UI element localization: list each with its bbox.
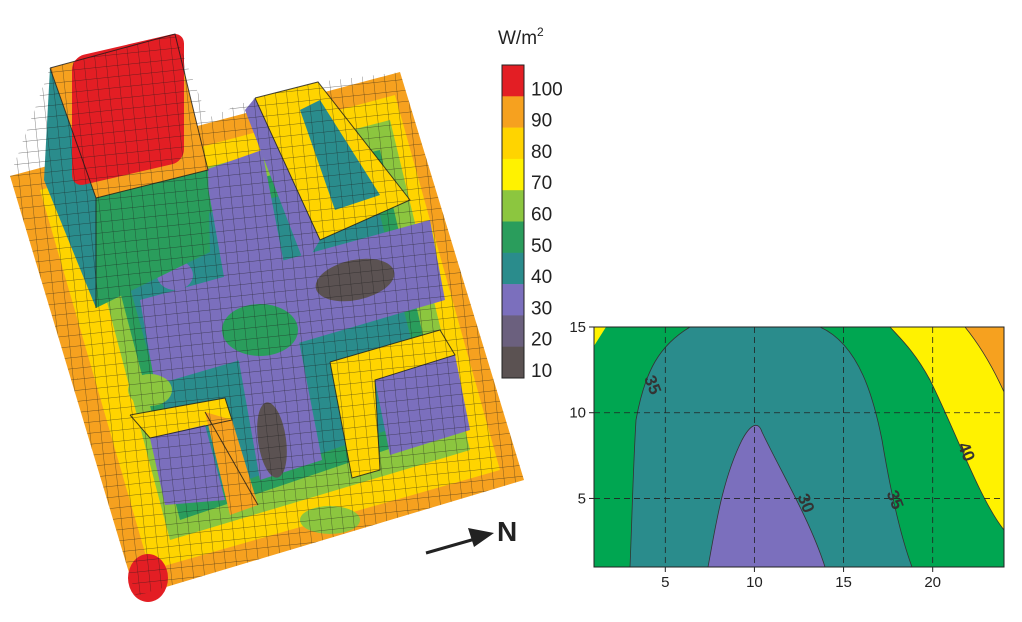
colorbar-swatch: [502, 190, 524, 222]
x-tick-label: 20: [924, 574, 941, 591]
colorbar-swatch: [502, 346, 524, 379]
colorbar-tick-label: 90: [531, 111, 552, 132]
colorbar-unit: W/m2: [498, 25, 544, 49]
north-arrow: N: [425, 516, 517, 555]
plot-gridlines: [594, 327, 1004, 567]
colorbar-tick-label: 40: [531, 267, 552, 288]
x-axis-ticks: 5 10 15 20: [661, 567, 941, 591]
colorbar: W/m2 100 90 80 70 60 50 40 30 20 10: [498, 25, 563, 382]
x-tick-label: 15: [835, 574, 852, 591]
north-arrow-head: [468, 528, 494, 547]
region-30-35: [630, 327, 912, 567]
x-tick-label: 5: [661, 574, 669, 591]
colorbar-swatch: [502, 96, 524, 128]
colorbar-swatch: [502, 127, 524, 160]
north-label: N: [497, 516, 517, 547]
y-tick-label: 5: [578, 490, 586, 507]
colorbar-swatch: [502, 315, 524, 347]
surface-mesh: [10, 34, 524, 596]
colorbar-swatches: [501, 64, 525, 379]
corner-yellow: [594, 327, 606, 346]
colorbar-frame: [501, 64, 525, 379]
colorbar-tick-label: 100: [531, 79, 563, 100]
colorbar-tick-label: 20: [531, 330, 552, 351]
colorbar-tick-label: 30: [531, 298, 552, 319]
colorbar-tick-label: 10: [531, 361, 552, 382]
y-tick-label: 10: [569, 405, 586, 422]
colorbar-tick-label: 80: [531, 142, 552, 163]
colorbar-swatch: [502, 252, 524, 285]
region-below-30: [708, 425, 825, 567]
colorbar-swatch: [502, 65, 524, 97]
y-tick-label: 15: [569, 319, 586, 336]
colorbar-tick-label: 70: [531, 173, 552, 194]
region-above-45: [965, 327, 1004, 392]
y-axis-ticks: 5 10 15: [569, 319, 594, 507]
colorbar-tick-label: 60: [531, 205, 552, 226]
colorbar-swatch: [502, 221, 524, 254]
colorbar-swatch: [502, 158, 524, 191]
colorbar-tick-labels: 100 90 80 70 60 50 40 30 20 10: [531, 79, 563, 382]
colorbar-tick-label: 50: [531, 236, 552, 257]
x-tick-label: 10: [746, 574, 763, 591]
plot-frame: [593, 326, 1005, 568]
colorbar-swatch: [502, 284, 524, 316]
building-irradiance-3d-view: [10, 33, 524, 602]
